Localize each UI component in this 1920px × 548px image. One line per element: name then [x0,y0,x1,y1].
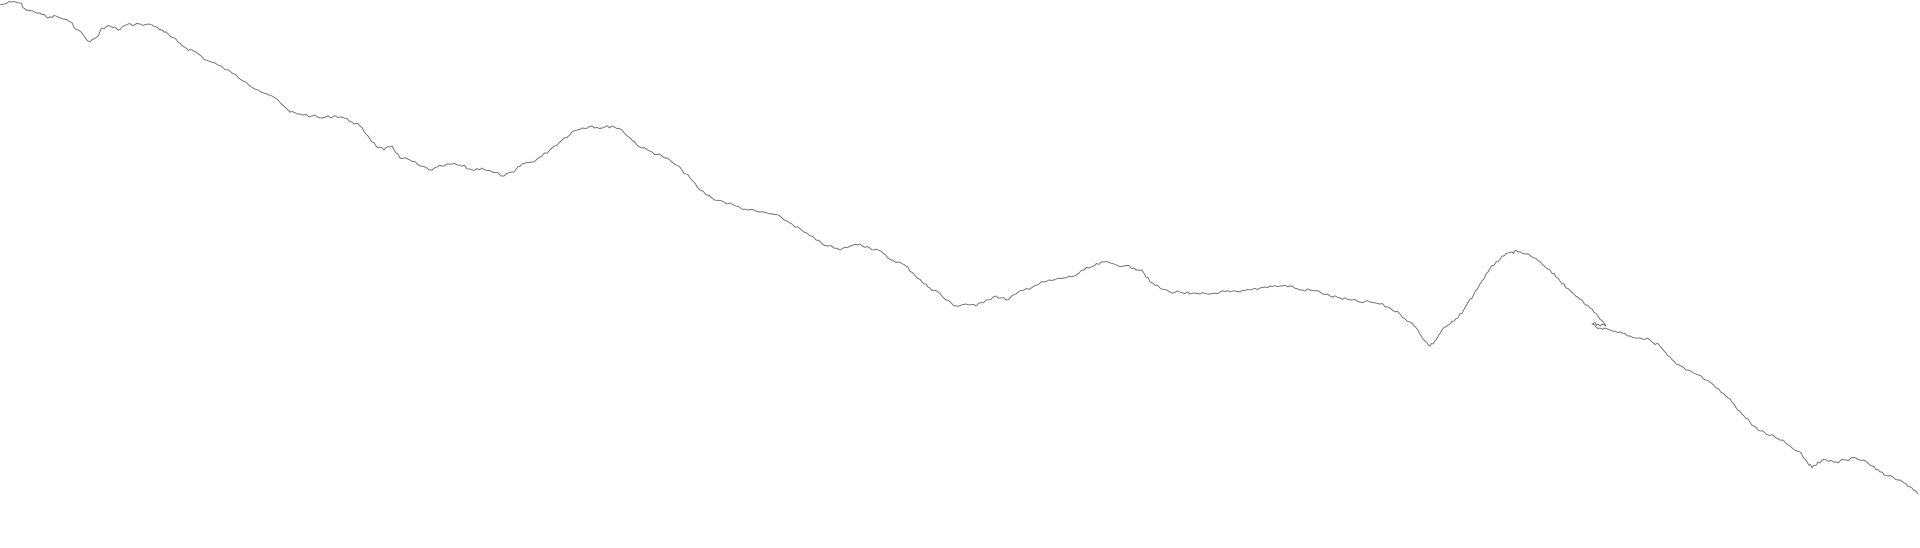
jagged-trace-line [0,1,1919,495]
